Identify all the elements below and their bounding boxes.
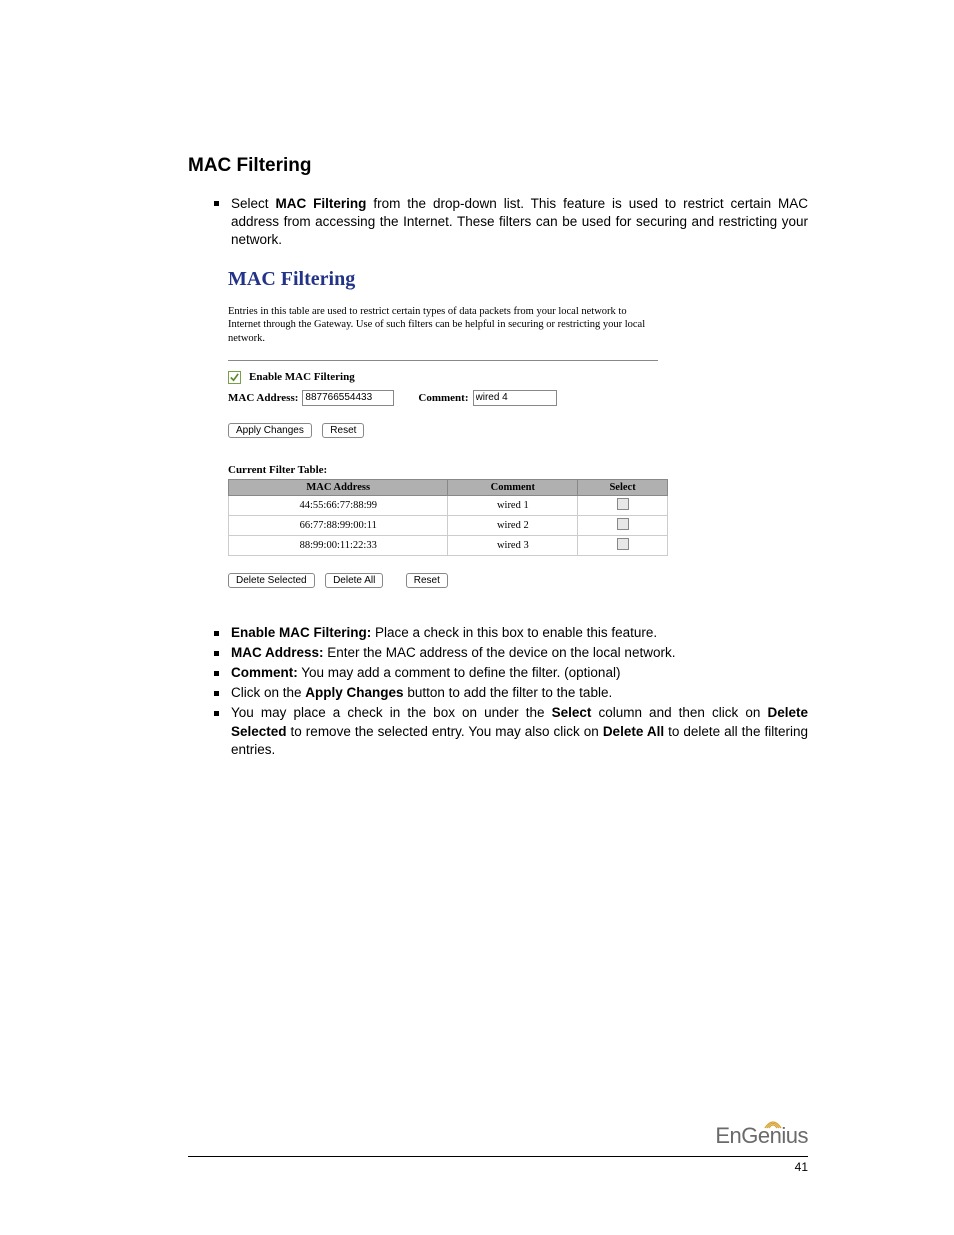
cell-comment: wired 3: [448, 535, 578, 555]
cell-comment: wired 1: [448, 495, 578, 515]
bullet-icon: [214, 671, 219, 676]
cell-mac: 66:77:88:99:00:11: [229, 515, 448, 535]
list-item-text: Comment: You may add a comment to define…: [231, 664, 808, 682]
delete-all-button[interactable]: Delete All: [325, 573, 383, 588]
cell-select: [578, 495, 668, 515]
comment-input[interactable]: [473, 390, 557, 406]
table-row: 88:99:00:11:22:33wired 3: [229, 535, 668, 555]
input-row: MAC Address: Comment:: [228, 390, 668, 406]
cell-comment: wired 2: [448, 515, 578, 535]
enable-label: Enable MAC Filtering: [249, 371, 355, 383]
col-mac: MAC Address: [229, 479, 448, 495]
list-item: Comment: You may add a comment to define…: [214, 664, 808, 682]
ui-description: Entries in this table are used to restri…: [228, 305, 658, 346]
intro-text: Select MAC Filtering from the drop-down …: [231, 195, 808, 250]
select-checkbox[interactable]: [617, 498, 629, 510]
table-row: 44:55:66:77:88:99wired 1: [229, 495, 668, 515]
list-item-text: Click on the Apply Changes button to add…: [231, 684, 808, 702]
list-item-text: You may place a check in the box on unde…: [231, 704, 808, 759]
delete-selected-button[interactable]: Delete Selected: [228, 573, 315, 588]
reset-button-2[interactable]: Reset: [406, 573, 448, 588]
list-item-text: MAC Address: Enter the MAC address of th…: [231, 644, 808, 662]
cell-select: [578, 535, 668, 555]
select-checkbox[interactable]: [617, 538, 629, 550]
bullet-icon: [214, 201, 219, 206]
bullet-icon: [214, 631, 219, 636]
reset-button[interactable]: Reset: [322, 423, 364, 438]
mac-input[interactable]: [302, 390, 394, 406]
bullet-icon: [214, 691, 219, 696]
table-row: 66:77:88:99:00:11wired 2: [229, 515, 668, 535]
logo: EnGenius: [715, 1123, 808, 1149]
select-checkbox[interactable]: [617, 518, 629, 530]
filter-table: MAC Address Comment Select 44:55:66:77:8…: [228, 479, 668, 556]
list-item: MAC Address: Enter the MAC address of th…: [214, 644, 808, 662]
enable-checkbox[interactable]: [228, 371, 241, 384]
bullet-icon: [214, 651, 219, 656]
list-item: Click on the Apply Changes button to add…: [214, 684, 808, 702]
cell-select: [578, 515, 668, 535]
comment-label: Comment:: [418, 392, 468, 404]
cell-mac: 88:99:00:11:22:33: [229, 535, 448, 555]
mac-label: MAC Address:: [228, 392, 298, 404]
enable-row: Enable MAC Filtering: [228, 371, 668, 384]
divider: [228, 360, 658, 361]
ui-title: MAC Filtering: [228, 268, 668, 291]
logo-arc-icon: [762, 1116, 784, 1130]
list-item: You may place a check in the box on unde…: [214, 704, 808, 759]
apply-changes-button[interactable]: Apply Changes: [228, 423, 312, 438]
footer-rule: [188, 1156, 808, 1157]
button-row-2: Delete Selected Delete All Reset: [228, 570, 668, 588]
bullet-icon: [214, 711, 219, 716]
table-title: Current Filter Table:: [228, 464, 668, 476]
footer: EnGenius 41: [188, 1156, 808, 1157]
ui-panel: MAC Filtering Entries in this table are …: [228, 268, 668, 588]
cell-mac: 44:55:66:77:88:99: [229, 495, 448, 515]
intro-bullet: Select MAC Filtering from the drop-down …: [214, 195, 808, 250]
section-heading: MAC Filtering: [188, 155, 808, 177]
button-row-1: Apply Changes Reset: [228, 420, 668, 438]
page-number: 41: [795, 1160, 808, 1174]
col-select: Select: [578, 479, 668, 495]
list-item: Enable MAC Filtering: Place a check in t…: [214, 624, 808, 642]
list-item-text: Enable MAC Filtering: Place a check in t…: [231, 624, 808, 642]
col-comment: Comment: [448, 479, 578, 495]
description-list: Enable MAC Filtering: Place a check in t…: [214, 624, 808, 760]
